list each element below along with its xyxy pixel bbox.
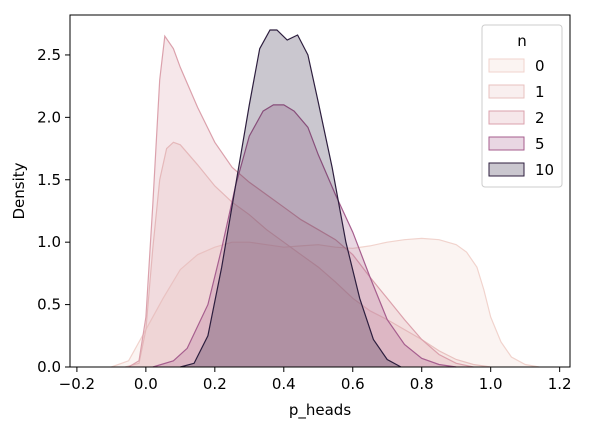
legend-label-n1: 1 bbox=[535, 83, 545, 101]
legend-label-n10: 10 bbox=[535, 161, 554, 179]
density-line-n10 bbox=[180, 29, 402, 368]
legend-label-n5: 5 bbox=[535, 135, 545, 153]
y-axis: 0.0 0.5 1.0 1.5 2.0 2.5 bbox=[37, 46, 70, 376]
y-tick-label: 1.5 bbox=[37, 171, 61, 189]
legend-swatch-n1 bbox=[488, 84, 525, 99]
density-line-n0 bbox=[111, 237, 540, 368]
legend-swatch-n2 bbox=[488, 110, 525, 125]
y-tick-label: 1.0 bbox=[37, 233, 61, 251]
x-tick-label: 0.0 bbox=[134, 375, 158, 393]
legend-label-n0: 0 bbox=[535, 57, 545, 75]
y-tick-label: 0.5 bbox=[37, 296, 61, 314]
legend-swatch-n5 bbox=[488, 136, 525, 151]
y-axis-label: Density bbox=[10, 162, 28, 219]
x-tick-label: −0.2 bbox=[59, 375, 95, 393]
y-tick-label: 2.0 bbox=[37, 108, 61, 126]
legend-title: n bbox=[517, 32, 527, 50]
density-line-n1 bbox=[125, 141, 491, 368]
x-tick-label: 0.2 bbox=[203, 375, 227, 393]
y-tick-label: 2.5 bbox=[37, 46, 61, 64]
density-area-n2 bbox=[128, 36, 474, 367]
density-area-n10 bbox=[180, 30, 401, 367]
legend-label-n2: 2 bbox=[535, 109, 545, 127]
x-axis: −0.2 0.0 0.2 0.4 0.6 0.8 1.0 1.2 bbox=[59, 367, 572, 393]
legend-swatch-n10 bbox=[488, 162, 525, 177]
x-tick-label: 0.8 bbox=[410, 375, 434, 393]
density-area-n0 bbox=[111, 238, 540, 367]
legend-box bbox=[481, 24, 563, 188]
legend: n 0 1 2 5 10 bbox=[481, 24, 563, 188]
density-line-n2 bbox=[128, 34, 474, 368]
density-areas bbox=[111, 29, 540, 368]
x-tick-label: 1.2 bbox=[548, 375, 572, 393]
x-tick-label: 1.0 bbox=[479, 375, 503, 393]
plot-frame bbox=[69, 14, 571, 368]
x-tick-label: 0.6 bbox=[341, 375, 365, 393]
density-line-n5 bbox=[152, 104, 457, 368]
legend-items: 0 1 2 5 10 bbox=[488, 57, 554, 179]
y-tick-label: 0.0 bbox=[37, 358, 61, 376]
x-tick-label: 0.4 bbox=[272, 375, 296, 393]
density-area-n1 bbox=[125, 142, 491, 367]
x-axis-label: p_heads bbox=[289, 401, 351, 420]
density-area-n5 bbox=[152, 104, 457, 368]
legend-swatch-n0 bbox=[488, 58, 525, 73]
